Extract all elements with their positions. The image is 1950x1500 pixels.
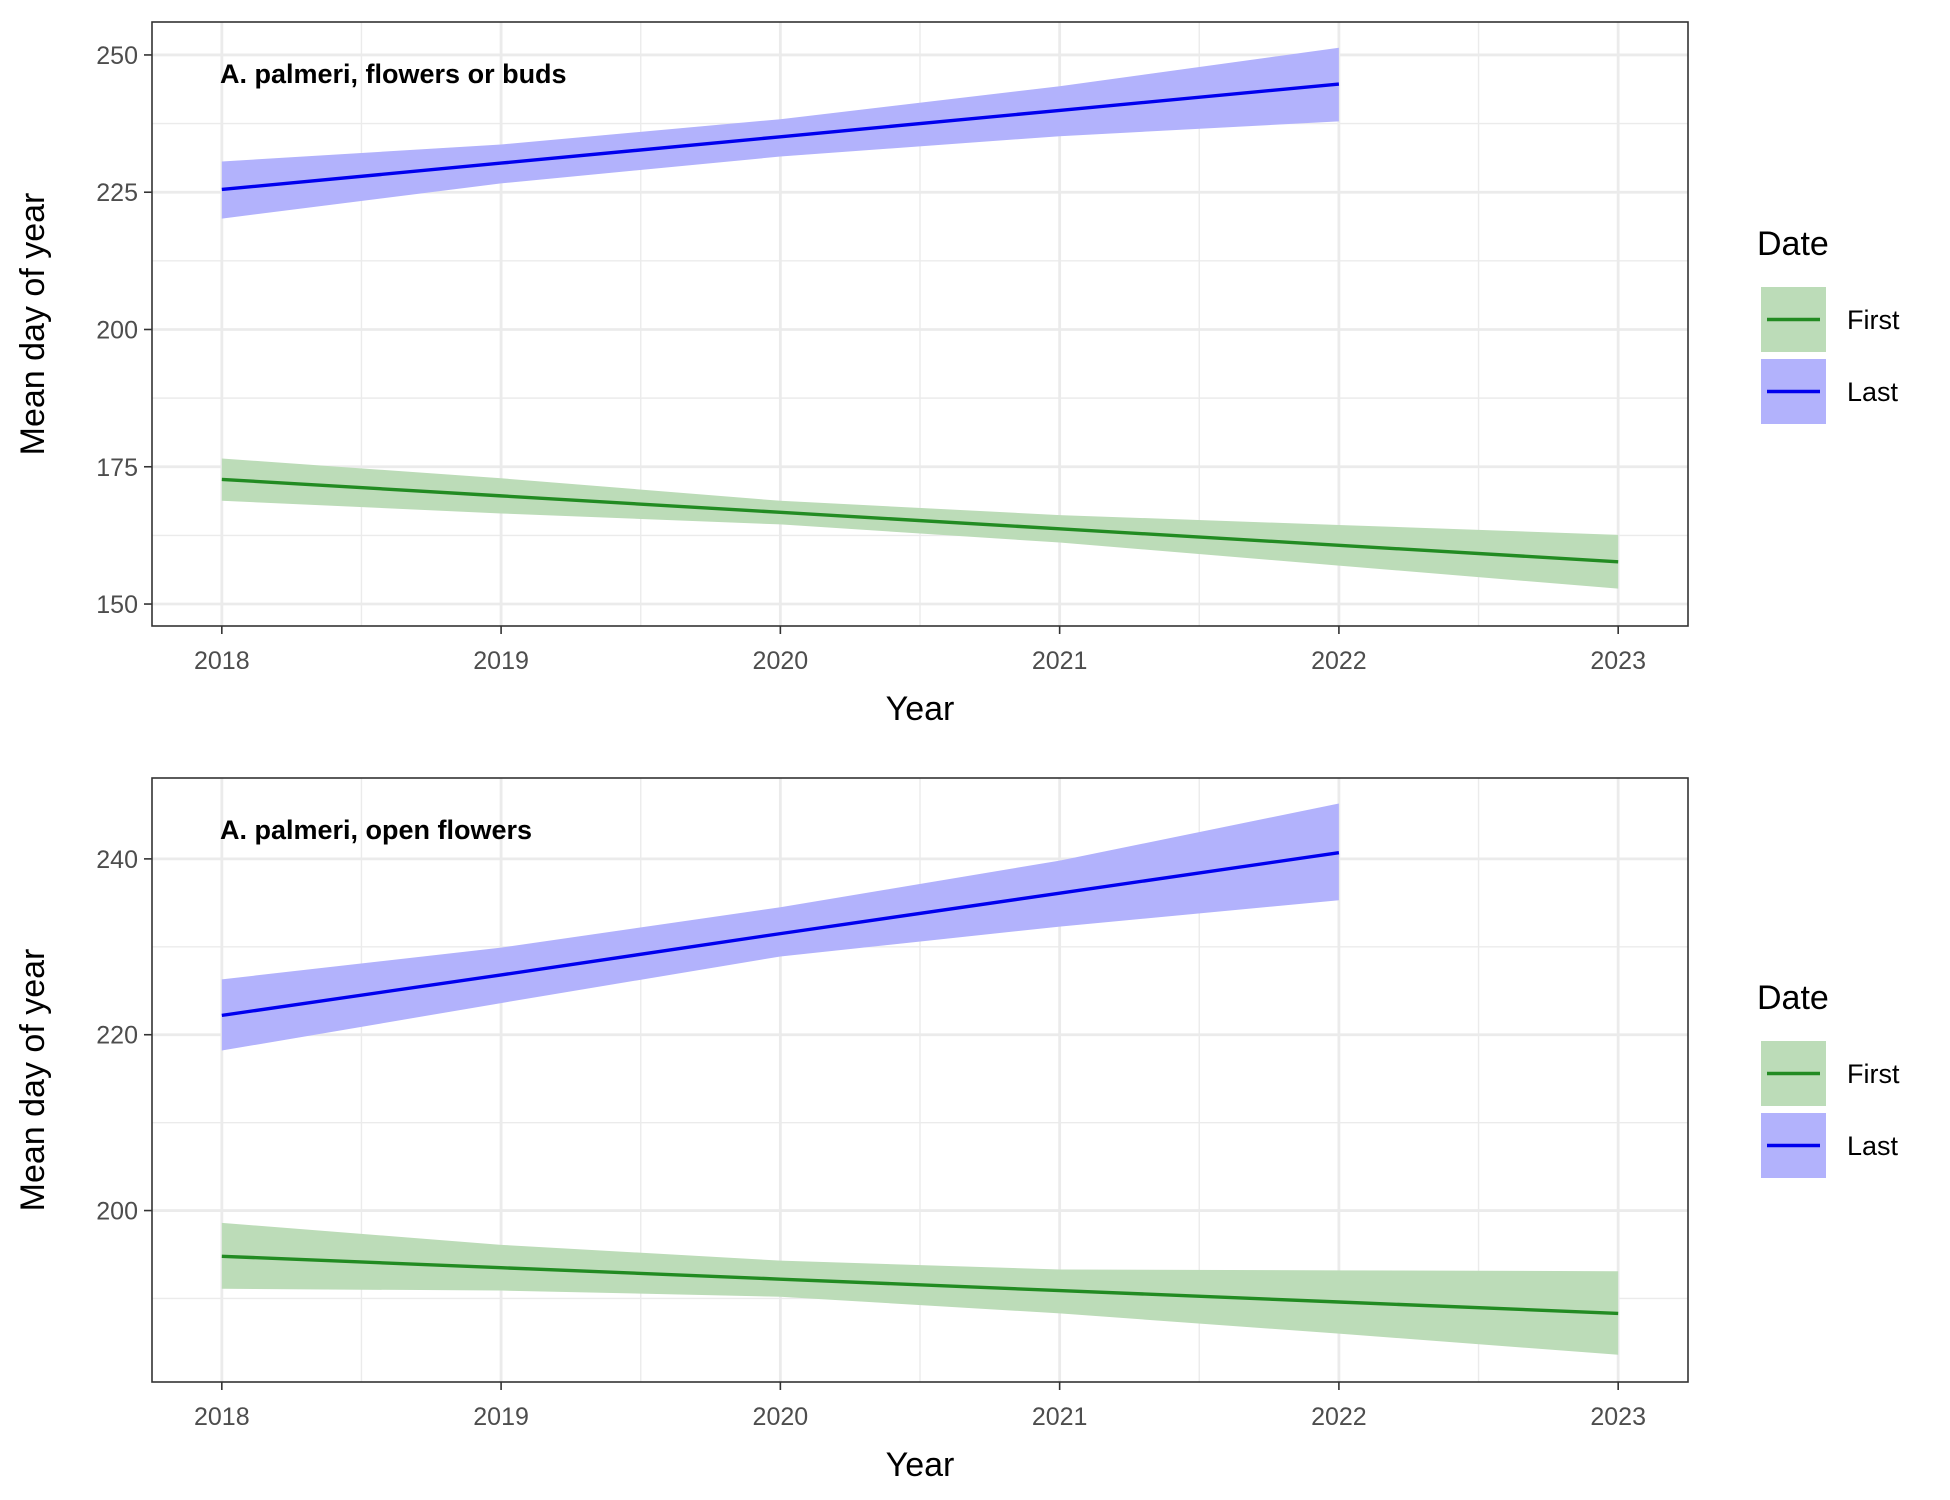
- y-axis-title: Mean day of year: [14, 193, 52, 456]
- series-line-last: [221, 82, 1340, 192]
- x-tick-label: 2020: [753, 1403, 809, 1431]
- confidence-band-last: [221, 803, 1339, 1051]
- chart-panel-1: 150 175 200 225 250 2018 2019 2020 2021 2022 2023 Y…: [14, 21, 1900, 728]
- y-tick-label: 240: [96, 846, 138, 874]
- series-line-first: [221, 1254, 1619, 1316]
- x-axis-title: Year: [886, 690, 955, 728]
- confidence-band-first: [221, 1222, 1619, 1355]
- legend: Date First Last: [1757, 979, 1900, 1178]
- y-tick-label: 150: [96, 591, 138, 619]
- y-axis-title: Mean day of year: [14, 949, 52, 1212]
- y-tick-label: 200: [96, 1198, 138, 1226]
- y-tick-label: 225: [96, 179, 138, 207]
- panel-title: A. palmeri, open flowers: [220, 815, 532, 845]
- x-tick-label: 2023: [1590, 647, 1646, 675]
- y-tick-label: 200: [96, 316, 138, 344]
- plot-border: [151, 21, 1689, 627]
- legend-label-last: Last: [1847, 377, 1899, 407]
- legend-label-last: Last: [1847, 1131, 1899, 1161]
- x-tick-label: 2019: [473, 647, 529, 675]
- legend-title: Date: [1757, 225, 1829, 263]
- x-tick-label: 2021: [1032, 1403, 1088, 1431]
- x-tick-label: 2018: [194, 647, 250, 675]
- y-tick-label: 250: [96, 42, 138, 70]
- confidence-band-first: [221, 458, 1619, 589]
- legend: Date First Last: [1757, 225, 1900, 424]
- x-tick-label: 2021: [1032, 647, 1088, 675]
- x-tick-label: 2022: [1311, 647, 1367, 675]
- legend-label-first: First: [1847, 1059, 1900, 1089]
- x-tick-label: 2023: [1590, 1403, 1646, 1431]
- y-tick-label: 175: [96, 454, 138, 482]
- y-tick-label: 220: [96, 1022, 138, 1050]
- legend-label-first: First: [1847, 305, 1900, 335]
- series-line-last: [221, 851, 1340, 1018]
- x-tick-label: 2019: [473, 1403, 529, 1431]
- legend-title: Date: [1757, 979, 1829, 1017]
- chart-panel-2: 200 220 240 2018 2019 2020 2021 2022 2023 Year Mea…: [14, 777, 1900, 1484]
- x-tick-label: 2018: [194, 1403, 250, 1431]
- series-line-first: [221, 477, 1619, 564]
- x-tick-label: 2022: [1311, 1403, 1367, 1431]
- panel-title: A. palmeri, flowers or buds: [220, 59, 567, 89]
- x-tick-label: 2020: [753, 647, 809, 675]
- confidence-band-last: [221, 47, 1339, 219]
- plot-border: [151, 777, 1689, 1383]
- x-axis-title: Year: [886, 1446, 955, 1484]
